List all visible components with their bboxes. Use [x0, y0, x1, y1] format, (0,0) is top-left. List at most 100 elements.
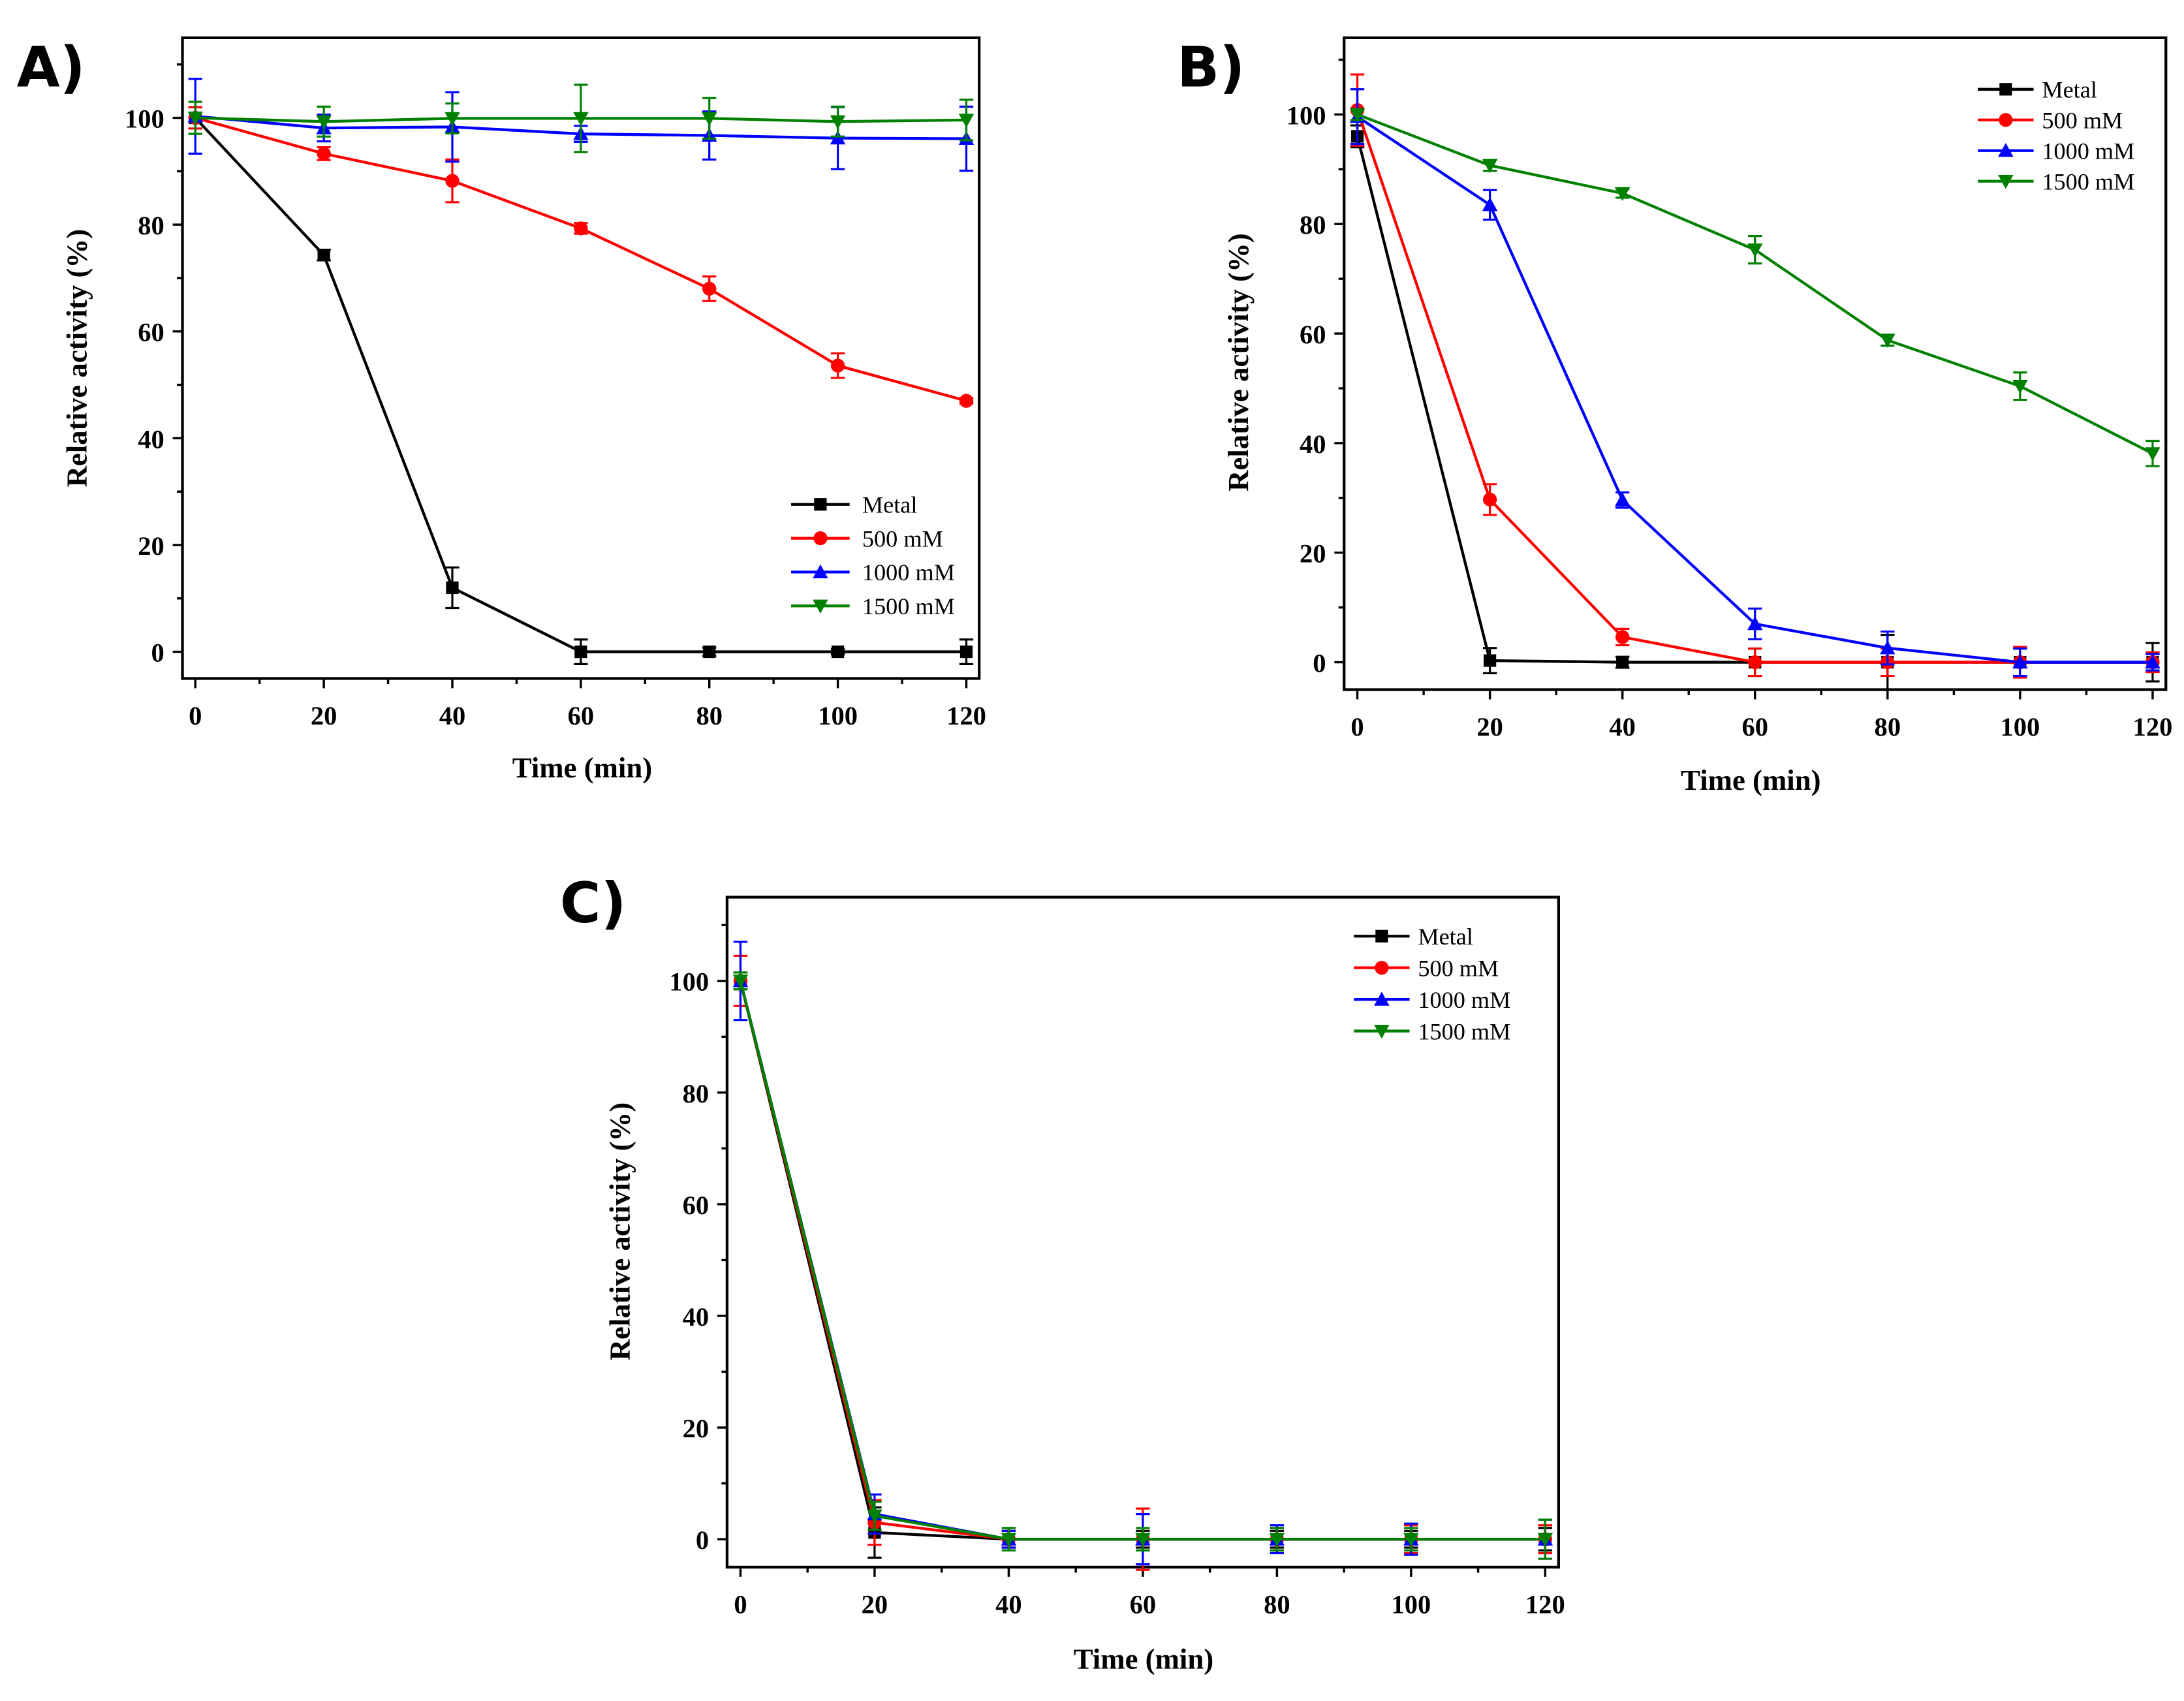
data-point	[959, 645, 973, 659]
x-tick-label: 60	[1741, 712, 1768, 741]
legend-entry: 1500 mM	[1978, 168, 2134, 195]
x-tick-label: 100	[818, 701, 858, 730]
data-point	[574, 221, 588, 236]
y-tick-label: 20	[138, 531, 164, 561]
x-tick-label: 20	[311, 701, 337, 730]
series-line	[194, 117, 967, 653]
data-point	[1537, 1533, 1553, 1547]
x-tick-label: 80	[696, 701, 723, 730]
legend-marker	[814, 498, 827, 511]
x-tick-label: 0	[734, 1589, 747, 1619]
legend-entry: 1000 mM	[791, 559, 955, 585]
y-axis-title: Relative activity (%)	[60, 229, 93, 488]
legend-label: 1500 mM	[862, 593, 955, 619]
legend-label: 1500 mM	[2042, 168, 2134, 195]
x-tick-label: 40	[1609, 712, 1636, 741]
data-point	[2145, 654, 2161, 669]
x-tick-label: 0	[1350, 712, 1364, 741]
y-tick-label: 0	[696, 1525, 709, 1555]
data-point	[830, 358, 845, 373]
legend-marker	[1375, 929, 1388, 943]
y-axis-title: Relative activity (%)	[604, 1102, 636, 1361]
legend-label: 500 mM	[2042, 108, 2123, 134]
data-point	[958, 114, 975, 128]
series-line	[739, 980, 1546, 1541]
x-tick-label: 20	[1476, 712, 1503, 741]
data-point	[1001, 1533, 1017, 1547]
series-line	[1356, 109, 2153, 664]
legend-marker	[1374, 991, 1390, 1006]
data-point	[1616, 655, 1629, 669]
legend-marker	[1998, 142, 2014, 157]
data-point	[1748, 655, 1762, 670]
x-tick-label: 120	[1525, 1589, 1565, 1619]
series-1500-mm	[1349, 108, 2161, 467]
data-point	[187, 111, 203, 126]
y-tick-label: 60	[1300, 320, 1326, 349]
y-tick-label: 60	[683, 1191, 710, 1220]
legend-entry: 500 mM	[1978, 108, 2123, 134]
y-tick-label: 100	[669, 967, 709, 997]
data-point	[831, 645, 845, 659]
data-point	[1747, 243, 1763, 258]
x-axis-title: Time (min)	[1074, 1643, 1213, 1676]
legend-marker	[1999, 83, 2012, 96]
chart-panel-c: C) 0 20 40 60 80 100 120 0 20 40 60 80 100 Time (min) R…	[560, 871, 1565, 1676]
series-line	[1356, 136, 2153, 664]
panel-label: C)	[560, 871, 627, 936]
series-metal	[188, 106, 974, 665]
data-point	[446, 581, 459, 595]
y-tick-label: 40	[138, 424, 164, 454]
data-point	[1349, 108, 1365, 123]
series-1500-mm	[732, 971, 1553, 1560]
x-tick-label: 60	[568, 701, 595, 730]
y-tick-label: 40	[683, 1302, 710, 1332]
legend-label: 1000 mM	[862, 559, 955, 585]
legend-label: 1500 mM	[1418, 1018, 1510, 1044]
x-tick-label: 0	[189, 701, 202, 730]
data-point	[1880, 334, 1895, 348]
series-line	[1356, 115, 2153, 664]
data-point	[2012, 379, 2028, 394]
legend-entry: Metal	[1978, 77, 2097, 103]
legend-label: Metal	[2042, 77, 2097, 103]
y-tick-label: 80	[683, 1079, 710, 1108]
chart-panel-a: A) 0 20 40 60 80 100 120 0 20 40 60 80 100 Time (min) R…	[17, 36, 986, 784]
legend-marker	[813, 599, 828, 614]
data-point	[1135, 1533, 1151, 1547]
legend-marker	[1999, 113, 2013, 127]
series-1500-mm	[187, 84, 975, 153]
legend-entry: Metal	[791, 492, 917, 518]
data-point	[1403, 1533, 1419, 1547]
data-point	[1880, 640, 1895, 655]
legend-marker	[813, 564, 828, 579]
y-tick-label: 20	[1300, 539, 1326, 569]
x-tick-label: 20	[862, 1589, 888, 1619]
data-point	[317, 146, 331, 161]
x-tick-label: 80	[1875, 712, 1901, 741]
data-point	[702, 281, 717, 296]
series-line	[195, 116, 967, 403]
legend-entry: Metal	[1354, 924, 1473, 950]
legend-marker	[1375, 961, 1389, 975]
y-tick-label: 60	[138, 318, 164, 347]
data-point	[1484, 654, 1497, 667]
x-tick-label: 40	[439, 701, 466, 730]
legend-entry: 500 mM	[791, 525, 943, 552]
data-point	[2012, 654, 2028, 669]
y-tick-label: 100	[125, 104, 164, 133]
panel-label: A)	[17, 36, 86, 101]
data-point	[732, 975, 749, 989]
y-tick-label: 20	[683, 1414, 710, 1443]
series-line	[1356, 113, 2153, 455]
y-tick-label: 100	[1287, 101, 1326, 130]
data-point	[1614, 492, 1630, 507]
data-point	[1482, 159, 1498, 174]
series-metal	[733, 971, 1552, 1559]
legend-label: 500 mM	[1418, 955, 1499, 981]
legend-label: 500 mM	[862, 525, 943, 552]
chart-panel-b: B) 0 20 40 60 80 100 120 0 20 40 60 80 100 Time (min) R…	[1177, 36, 2172, 797]
series-500-mm	[733, 954, 1552, 1571]
x-tick-label: 40	[995, 1589, 1022, 1619]
legend-label: 1000 mM	[2042, 138, 2134, 164]
